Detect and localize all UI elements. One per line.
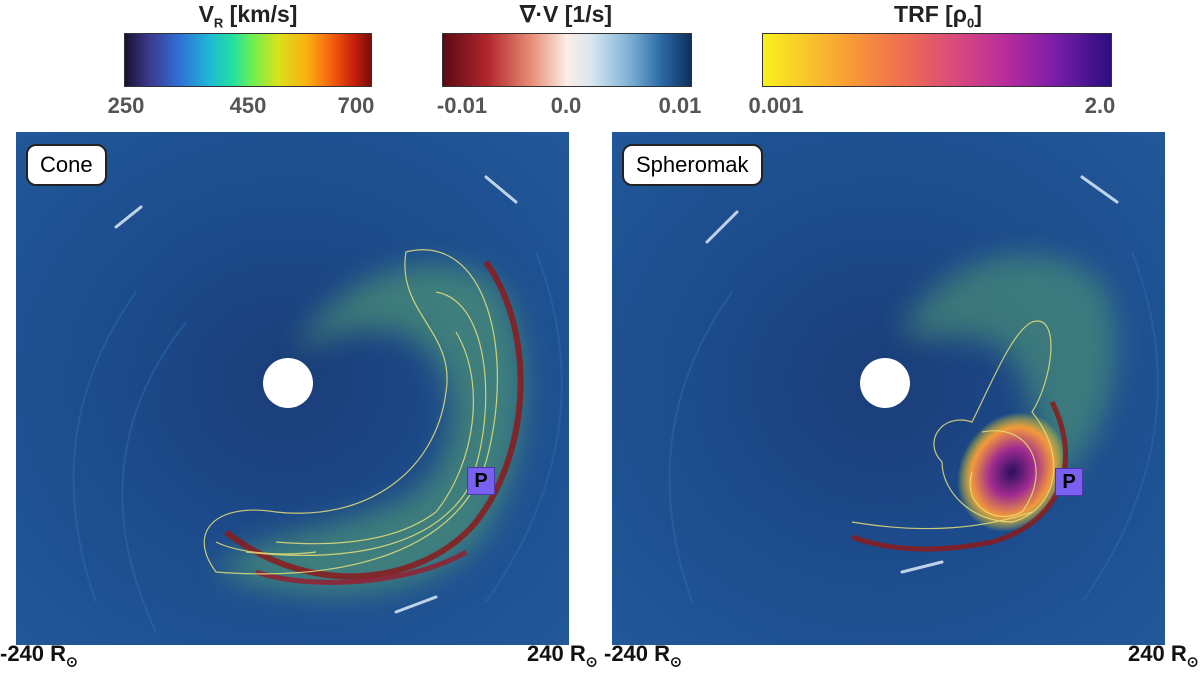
colorbar-div-tick-max: 0.01 [658, 93, 702, 118]
panel-label-spheromak: Spheromak [622, 144, 763, 186]
cone-simulation-image [16, 132, 569, 645]
colorbar-trf-tick-min: 0.001 [748, 93, 804, 118]
colorbar-divergence [442, 33, 692, 87]
axis-label-right-max: 240 R⊙ [1128, 641, 1199, 670]
spheromak-simulation-image [612, 132, 1165, 645]
colorbar-vr-tick-max: 700 [337, 93, 375, 118]
simulation-panel-cone: Cone P [16, 132, 569, 645]
colorbar-vr [124, 33, 372, 87]
axis-label-left-min: -240 R⊙ [0, 641, 78, 670]
colorbar-title-vr: VR [km/s] [198, 1, 298, 31]
sun-disk [263, 358, 313, 408]
colorbar-trf-tick-max: 2.0 [1084, 93, 1116, 118]
panel-label-cone: Cone [26, 144, 107, 186]
colorbar-div-tick-min: -0.01 [436, 93, 488, 118]
spacecraft-marker-p-cone: P [467, 467, 495, 495]
colorbar-title-trf: TRF [ρ0] [894, 1, 982, 31]
sun-disk [860, 358, 910, 408]
spacecraft-marker-p-spheromak: P [1055, 468, 1083, 496]
colorbar-title-divergence: ∇·V [1/s] [519, 1, 613, 27]
axis-label-left-max: 240 R⊙ [527, 641, 598, 670]
colorbar-div-tick-mid: 0.0 [550, 93, 582, 118]
colorbar-trf [762, 33, 1112, 87]
simulation-panel-spheromak: Spheromak P [612, 132, 1165, 645]
colorbar-vr-tick-mid: 450 [229, 93, 267, 118]
colorbar-vr-tick-min: 250 [107, 93, 145, 118]
axis-label-right-min: -240 R⊙ [604, 641, 682, 670]
